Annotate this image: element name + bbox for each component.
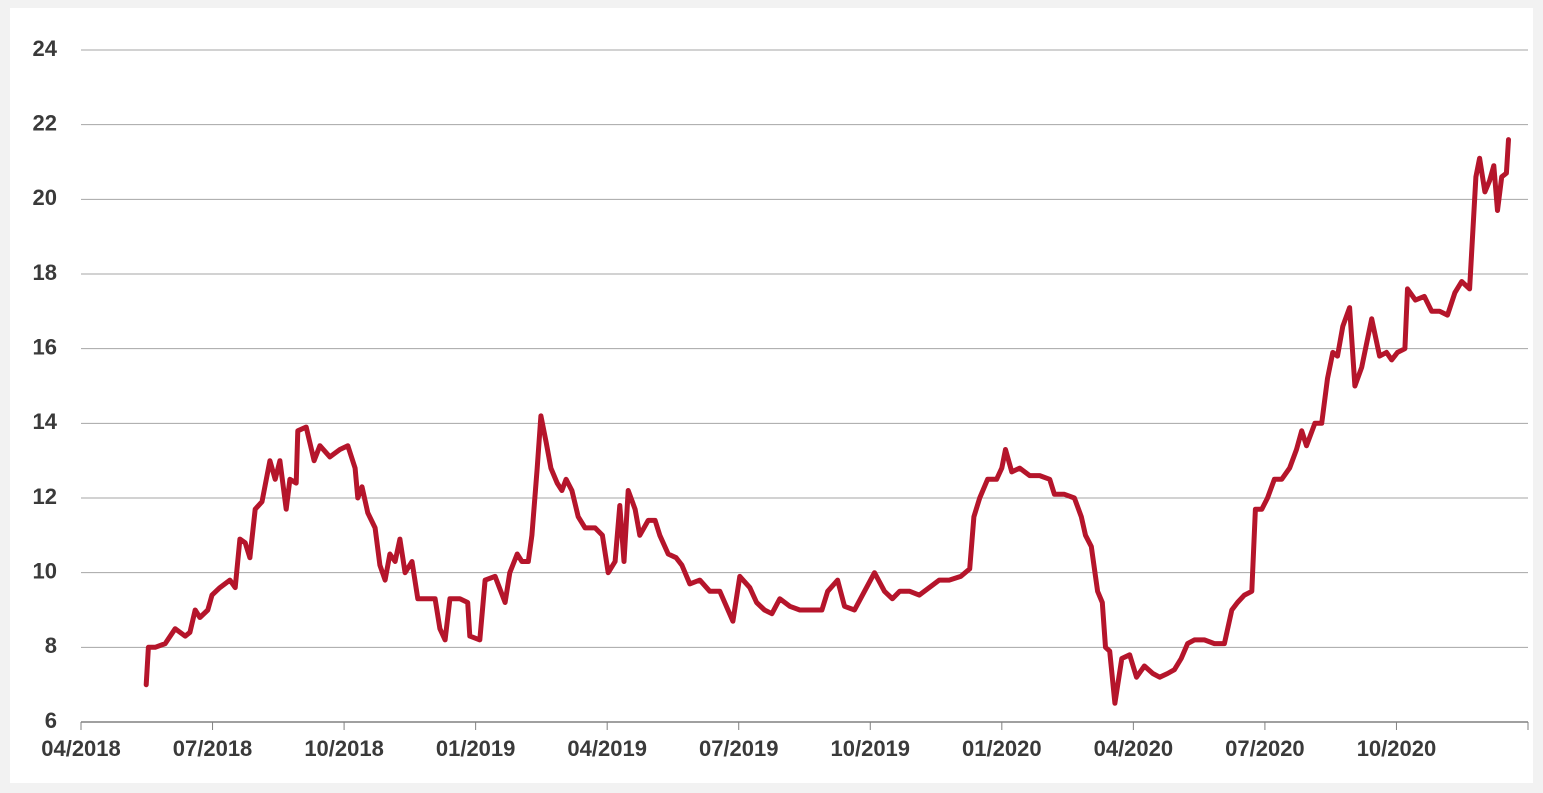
y-tick-label: 8 bbox=[45, 633, 57, 658]
x-tick-label: 07/2019 bbox=[699, 736, 779, 761]
x-tick-label: 01/2020 bbox=[962, 736, 1042, 761]
x-tick-label: 10/2019 bbox=[831, 736, 911, 761]
y-tick-label: 6 bbox=[45, 708, 57, 733]
y-tick-label: 24 bbox=[33, 36, 58, 61]
x-tick-label: 01/2019 bbox=[436, 736, 516, 761]
x-tick-label: 04/2019 bbox=[567, 736, 647, 761]
y-tick-label: 14 bbox=[33, 409, 58, 434]
y-tick-label: 20 bbox=[33, 185, 57, 210]
y-tick-label: 18 bbox=[33, 260, 57, 285]
y-tick-label: 10 bbox=[33, 558, 57, 583]
x-tick-label: 07/2020 bbox=[1225, 736, 1305, 761]
data-line bbox=[143, 137, 1511, 706]
x-tick-label: 07/2018 bbox=[173, 736, 253, 761]
x-tick-label: 10/2018 bbox=[304, 736, 384, 761]
x-tick-label: 04/2020 bbox=[1094, 736, 1174, 761]
x-tick-label: 04/2018 bbox=[41, 736, 121, 761]
y-tick-label: 22 bbox=[33, 110, 57, 135]
x-tick-label: 10/2020 bbox=[1357, 736, 1437, 761]
plot-background bbox=[10, 8, 1533, 783]
y-tick-label: 12 bbox=[33, 484, 57, 509]
y-tick-label: 16 bbox=[33, 334, 57, 359]
